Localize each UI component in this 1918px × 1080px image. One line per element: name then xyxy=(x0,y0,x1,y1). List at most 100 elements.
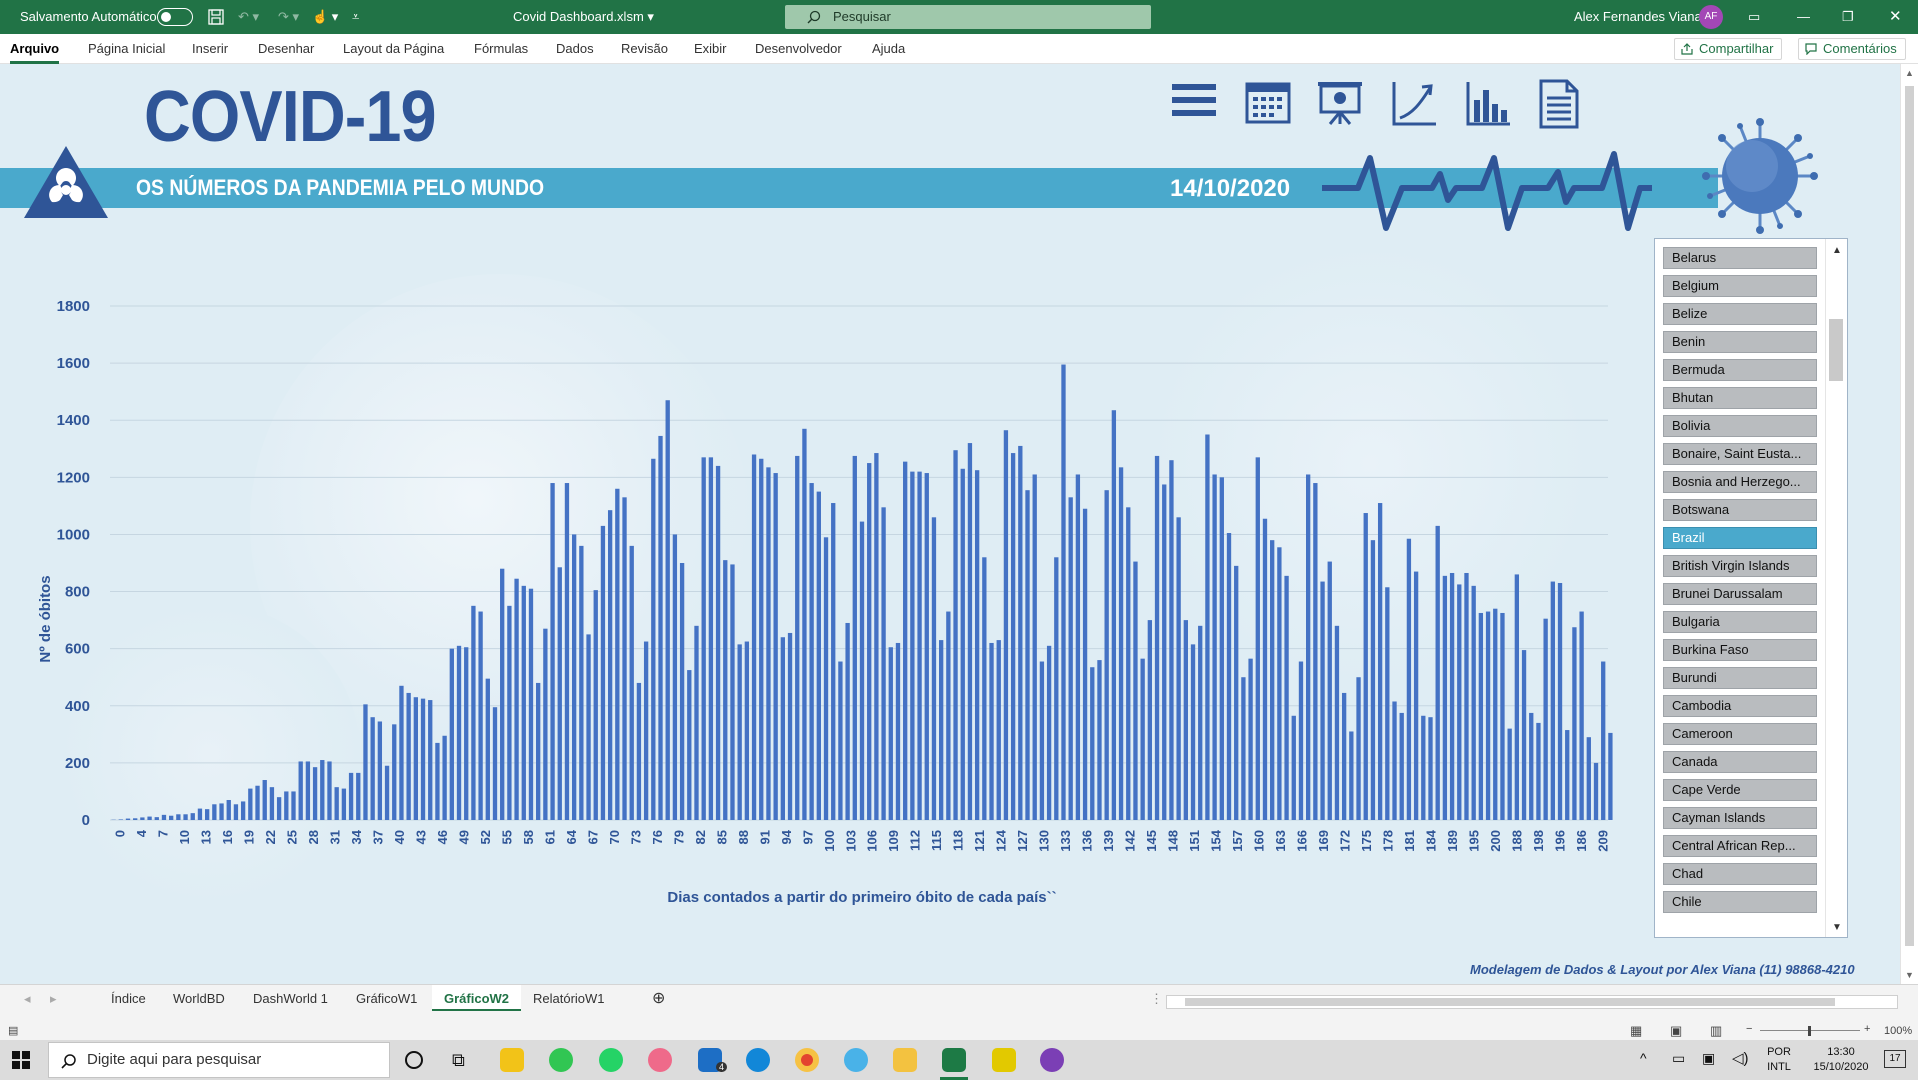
worksheet-canvas[interactable]: COVID-19 OS NÚMEROS DA PANDEMIA PELO MUN… xyxy=(0,64,1900,984)
sheet-tab-indice[interactable]: Índice xyxy=(111,991,146,1006)
calendar-icon[interactable] xyxy=(1244,78,1292,131)
excel-icon[interactable] xyxy=(942,1048,966,1072)
country-list-item[interactable]: Chad xyxy=(1663,863,1817,885)
sheet-tab-worldbd[interactable]: WorldBD xyxy=(173,991,225,1006)
zoom-level[interactable]: 100% xyxy=(1884,1025,1913,1037)
comments-button[interactable]: Comentários xyxy=(1798,38,1906,60)
country-list-item[interactable]: Belarus xyxy=(1663,247,1817,269)
tab-desenvolvedor[interactable]: Desenvolvedor xyxy=(755,41,842,56)
zoom-slider-handle[interactable] xyxy=(1808,1026,1811,1036)
country-list-item[interactable]: Bhutan xyxy=(1663,387,1817,409)
country-list-item[interactable]: Central African Rep... xyxy=(1663,835,1817,857)
edge-icon[interactable] xyxy=(746,1048,770,1072)
touch-mode-icon[interactable]: ☝ ▾ xyxy=(312,9,339,24)
avatar[interactable]: AF xyxy=(1699,5,1723,29)
document-icon[interactable] xyxy=(1538,78,1580,135)
tab-ajuda[interactable]: Ajuda xyxy=(872,41,906,56)
bar-chart-icon[interactable] xyxy=(1464,78,1512,133)
country-list-item[interactable]: Bolivia xyxy=(1663,415,1817,437)
battery-icon[interactable]: ▭ xyxy=(1672,1050,1686,1066)
macro-record-icon[interactable]: ▤ xyxy=(8,1025,19,1037)
tab-revisao[interactable]: Revisão xyxy=(621,41,668,56)
country-list-item[interactable]: Brunei Darussalam xyxy=(1663,583,1817,605)
taskbar-search[interactable]: Digite aqui para pesquisar xyxy=(48,1042,390,1078)
scroll-thumb[interactable] xyxy=(1185,998,1835,1006)
sheet-vertical-scrollbar[interactable]: ▲ ▼ xyxy=(1900,64,1918,984)
zoom-in-icon[interactable]: + xyxy=(1864,1023,1871,1035)
clock[interactable]: 13:30 15/10/2020 xyxy=(1813,1046,1869,1073)
country-list[interactable]: Belarus Belgium Belize Benin Bermuda Bhutan Bo… xyxy=(1654,238,1848,938)
country-list-item[interactable]: Bonaire, Saint Eusta... xyxy=(1663,443,1817,465)
sheets-app-icon[interactable] xyxy=(992,1048,1016,1072)
zoom-out-icon[interactable]: − xyxy=(1746,1023,1753,1035)
country-list-item[interactable]: Cambodia xyxy=(1663,695,1817,717)
country-list-item[interactable]: Bermuda xyxy=(1663,359,1817,381)
minimize-icon[interactable]: — xyxy=(1797,9,1810,24)
file-explorer-icon[interactable] xyxy=(893,1048,917,1072)
country-list-item[interactable]: Cape Verde xyxy=(1663,779,1817,801)
notification-center-icon[interactable]: 17 xyxy=(1884,1050,1906,1068)
presentation-icon[interactable] xyxy=(1316,78,1364,133)
chrome-icon[interactable] xyxy=(795,1048,819,1072)
chat-app-icon[interactable] xyxy=(549,1048,573,1072)
task-view-icon[interactable]: ⧉ xyxy=(452,1050,465,1070)
windows-start-icon[interactable] xyxy=(12,1051,30,1072)
scroll-down-icon[interactable]: ▼ xyxy=(1832,922,1842,933)
cortana-icon[interactable] xyxy=(405,1051,423,1069)
sheet-tab-graficow2[interactable]: GráficoW2 xyxy=(432,985,522,1011)
country-list-item[interactable]: Cameroon xyxy=(1663,723,1817,745)
country-list-item[interactable]: Bosnia and Herzego... xyxy=(1663,471,1817,493)
trend-icon[interactable] xyxy=(1390,78,1438,133)
network-icon[interactable]: ▣ xyxy=(1702,1050,1716,1066)
tab-arquivo[interactable]: Arquivo xyxy=(10,34,60,64)
country-list-item[interactable]: Chile xyxy=(1663,891,1817,913)
show-hidden-icons[interactable]: ^ xyxy=(1640,1050,1647,1066)
country-list-item[interactable]: Burkina Faso xyxy=(1663,639,1817,661)
scroll-down-icon[interactable]: ▼ xyxy=(1905,970,1914,980)
snipping-tool-icon[interactable] xyxy=(648,1048,672,1072)
scroll-up-icon[interactable]: ▲ xyxy=(1905,68,1914,78)
sticky-notes-icon[interactable] xyxy=(500,1048,524,1072)
page-layout-view-icon[interactable]: ▣ xyxy=(1670,1023,1683,1038)
tab-exibir[interactable]: Exibir xyxy=(694,41,727,56)
share-button[interactable]: Compartilhar xyxy=(1674,38,1783,60)
sheet-horizontal-scrollbar[interactable] xyxy=(1166,995,1898,1009)
add-sheet-icon[interactable]: ⊕ xyxy=(652,990,666,1007)
country-list-item[interactable]: Cayman Islands xyxy=(1663,807,1817,829)
country-list-item[interactable]: Botswana xyxy=(1663,499,1817,521)
country-list-item[interactable]: British Virgin Islands xyxy=(1663,555,1817,577)
scroll-thumb[interactable] xyxy=(1829,319,1843,381)
tab-pagina-inicial[interactable]: Página Inicial xyxy=(88,41,166,56)
tab-dados[interactable]: Dados xyxy=(556,41,594,56)
save-icon[interactable] xyxy=(208,0,224,34)
language-indicator[interactable]: POR INTL xyxy=(1767,1046,1791,1073)
tab-formulas[interactable]: Fórmulas xyxy=(474,41,529,56)
autosave-toggle[interactable] xyxy=(157,8,193,26)
ribbon-display-icon[interactable]: ▭ xyxy=(1748,9,1761,24)
country-list-item[interactable]: Burundi xyxy=(1663,667,1817,689)
sheet-tab-dashworld1[interactable]: DashWorld 1 xyxy=(253,991,328,1006)
customize-toolbar-icon[interactable]: ⩡ xyxy=(352,9,360,24)
normal-view-icon[interactable]: ▦ xyxy=(1630,1023,1643,1038)
country-list-item[interactable]: Belize xyxy=(1663,303,1817,325)
volume-icon[interactable]: ◁) xyxy=(1732,1050,1749,1067)
next-sheet-icon[interactable]: ▸ xyxy=(50,991,57,1006)
search-box[interactable]: Pesquisar xyxy=(785,5,1151,29)
tab-layout-da-pagina[interactable]: Layout da Página xyxy=(343,41,445,56)
country-list-item[interactable]: Benin xyxy=(1663,331,1817,353)
media-app-icon[interactable] xyxy=(1040,1048,1064,1072)
close-icon[interactable]: ✕ xyxy=(1889,8,1902,25)
split-handle-icon[interactable]: ⋮ xyxy=(1150,991,1163,1006)
sheet-tab-relatoriow1[interactable]: RelatórioW1 xyxy=(533,991,605,1006)
country-list-scrollbar[interactable]: ▲ ▼ xyxy=(1825,239,1847,937)
tab-inserir[interactable]: Inserir xyxy=(192,41,229,56)
country-list-item[interactable]: Brazil xyxy=(1663,527,1817,549)
tab-desenhar[interactable]: Desenhar xyxy=(258,41,315,56)
country-list-item[interactable]: Belgium xyxy=(1663,275,1817,297)
menu-icon[interactable] xyxy=(1170,78,1218,127)
user-name[interactable]: Alex Fernandes Viana xyxy=(1574,9,1702,24)
page-break-view-icon[interactable]: ▥ xyxy=(1710,1023,1723,1038)
prev-sheet-icon[interactable]: ◂ xyxy=(24,991,31,1006)
country-list-item[interactable]: Canada xyxy=(1663,751,1817,773)
whatsapp-icon[interactable] xyxy=(599,1048,623,1072)
